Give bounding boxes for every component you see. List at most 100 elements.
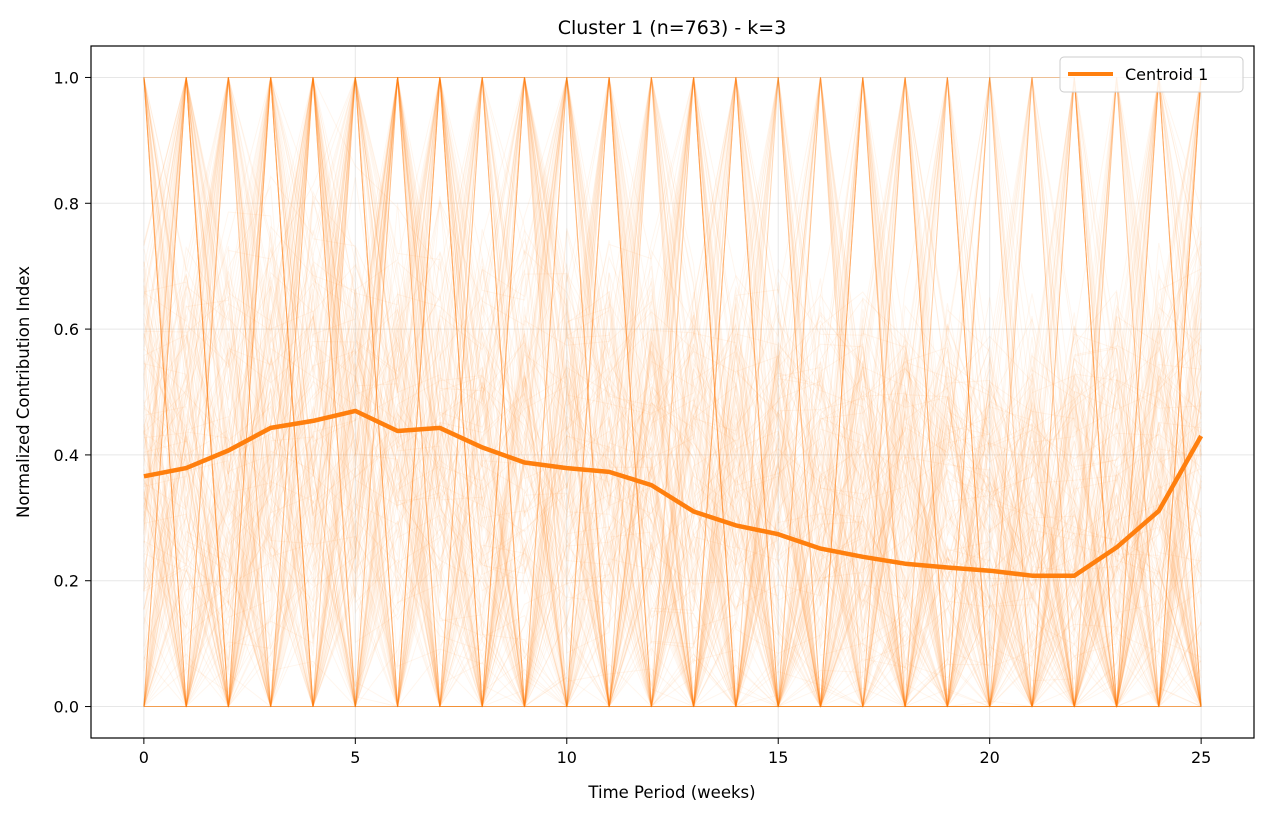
member-trajectory [143, 77, 1202, 709]
member-trajectory [143, 77, 1202, 709]
member-trajectory [143, 77, 1202, 709]
member-trajectory [143, 77, 1202, 707]
chart-title: Cluster 1 (n=763) - k=3 [558, 17, 787, 39]
member-trajectory [143, 77, 1202, 709]
member-trajectory [143, 77, 1202, 709]
member-trajectory [143, 77, 1202, 707]
member-trajectory [143, 77, 1202, 707]
member-trajectory [143, 77, 1202, 707]
member-trajectory [143, 77, 1202, 708]
member-trajectory [143, 77, 1202, 709]
member-trajectory [143, 77, 1202, 707]
member-trajectory [143, 77, 1202, 707]
member-trajectory [143, 77, 1202, 707]
member-trajectory [143, 77, 1202, 709]
legend-box [1059, 56, 1244, 93]
member-trajectory [143, 77, 1202, 707]
member-trajectory [143, 77, 1202, 709]
member-trajectory [143, 77, 1202, 707]
member-trajectory [143, 77, 1202, 707]
member-trajectory [143, 77, 1202, 707]
member-trajectory [143, 77, 1202, 708]
x-tick-label: 0 [139, 748, 149, 767]
member-trajectory [143, 77, 1202, 709]
member-trajectory [143, 77, 1202, 707]
member-trajectory [143, 77, 1202, 707]
member-trajectory [143, 77, 1202, 708]
member-trajectory [143, 77, 1202, 709]
member-trajectory [143, 77, 1202, 708]
member-trajectory [143, 77, 1202, 707]
member-trajectory [143, 77, 1202, 707]
member-trajectory [143, 77, 1202, 707]
member-trajectory [143, 77, 1202, 709]
member-trajectory [143, 77, 1202, 707]
member-trajectory [143, 77, 1202, 708]
member-trajectory [143, 77, 1202, 707]
member-trajectory [143, 77, 1202, 707]
member-trajectory [143, 77, 1202, 707]
x-axis-ticks: 0 5 10 15 20 25 [139, 738, 1211, 767]
member-trajectory [143, 77, 1202, 707]
member-trajectory [143, 77, 1202, 707]
member-trajectory [143, 77, 1202, 707]
member-trajectory [143, 77, 1202, 707]
member-trajectory [143, 77, 1202, 707]
member-trajectory [143, 77, 1202, 707]
member-trajectory [143, 77, 1202, 707]
member-trajectory [143, 77, 1202, 708]
member-trajectory [143, 77, 1202, 707]
member-trajectory [143, 77, 1202, 708]
member-trajectory [143, 77, 1202, 709]
member-trajectory [143, 77, 1202, 709]
member-trajectory [143, 77, 1202, 707]
legend: Centroid 1 [1059, 56, 1244, 93]
y-axis-ticks: 0.0 0.2 0.4 0.6 0.8 1.0 [54, 68, 91, 717]
member-trajectory [143, 77, 1202, 707]
member-trajectory [143, 77, 1202, 707]
member-trajectory [143, 77, 1202, 707]
member-trajectory [143, 77, 1202, 707]
member-trajectory [143, 77, 1202, 707]
member-trajectory [143, 77, 1202, 707]
member-trajectory [143, 77, 1202, 707]
member-trajectory [143, 77, 1202, 709]
member-trajectory [143, 77, 1202, 708]
member-trajectory [143, 77, 1202, 709]
member-trajectory [143, 77, 1202, 707]
member-trajectory [143, 410, 1202, 709]
member-trajectory [143, 77, 1202, 707]
member-trajectory [143, 77, 1202, 708]
y-tick-label: 0.6 [54, 320, 79, 339]
member-trajectory [143, 77, 1202, 708]
member-trajectory [143, 77, 1202, 707]
member-trajectory [143, 77, 1202, 709]
member-trajectory [143, 77, 1202, 707]
member-trajectory [143, 77, 1202, 708]
member-trajectory [143, 77, 1202, 707]
member-trajectory [143, 77, 1202, 707]
member-trajectory [143, 77, 1202, 707]
member-trajectory [143, 77, 1202, 707]
member-trajectory [143, 77, 1202, 707]
member-trajectory [143, 77, 1202, 708]
member-trajectory [143, 77, 1202, 709]
member-trajectory [143, 77, 1202, 707]
member-trajectory [143, 77, 1202, 708]
member-trajectory [143, 77, 1202, 709]
member-trajectory [143, 77, 1202, 707]
member-trajectory [143, 77, 1202, 708]
member-trajectory [143, 77, 1202, 707]
member-trajectory [143, 77, 1202, 708]
member-trajectory [143, 77, 1202, 707]
member-trajectory [143, 77, 1202, 707]
member-trajectory [143, 77, 1202, 707]
member-trajectory [143, 77, 1202, 707]
member-trajectory [143, 77, 1202, 709]
y-tick-label: 1.0 [54, 68, 79, 87]
member-trajectory [143, 77, 1202, 707]
member-trajectory [143, 77, 1202, 708]
member-trajectory [143, 77, 1202, 708]
x-tick-label: 10 [557, 748, 577, 767]
